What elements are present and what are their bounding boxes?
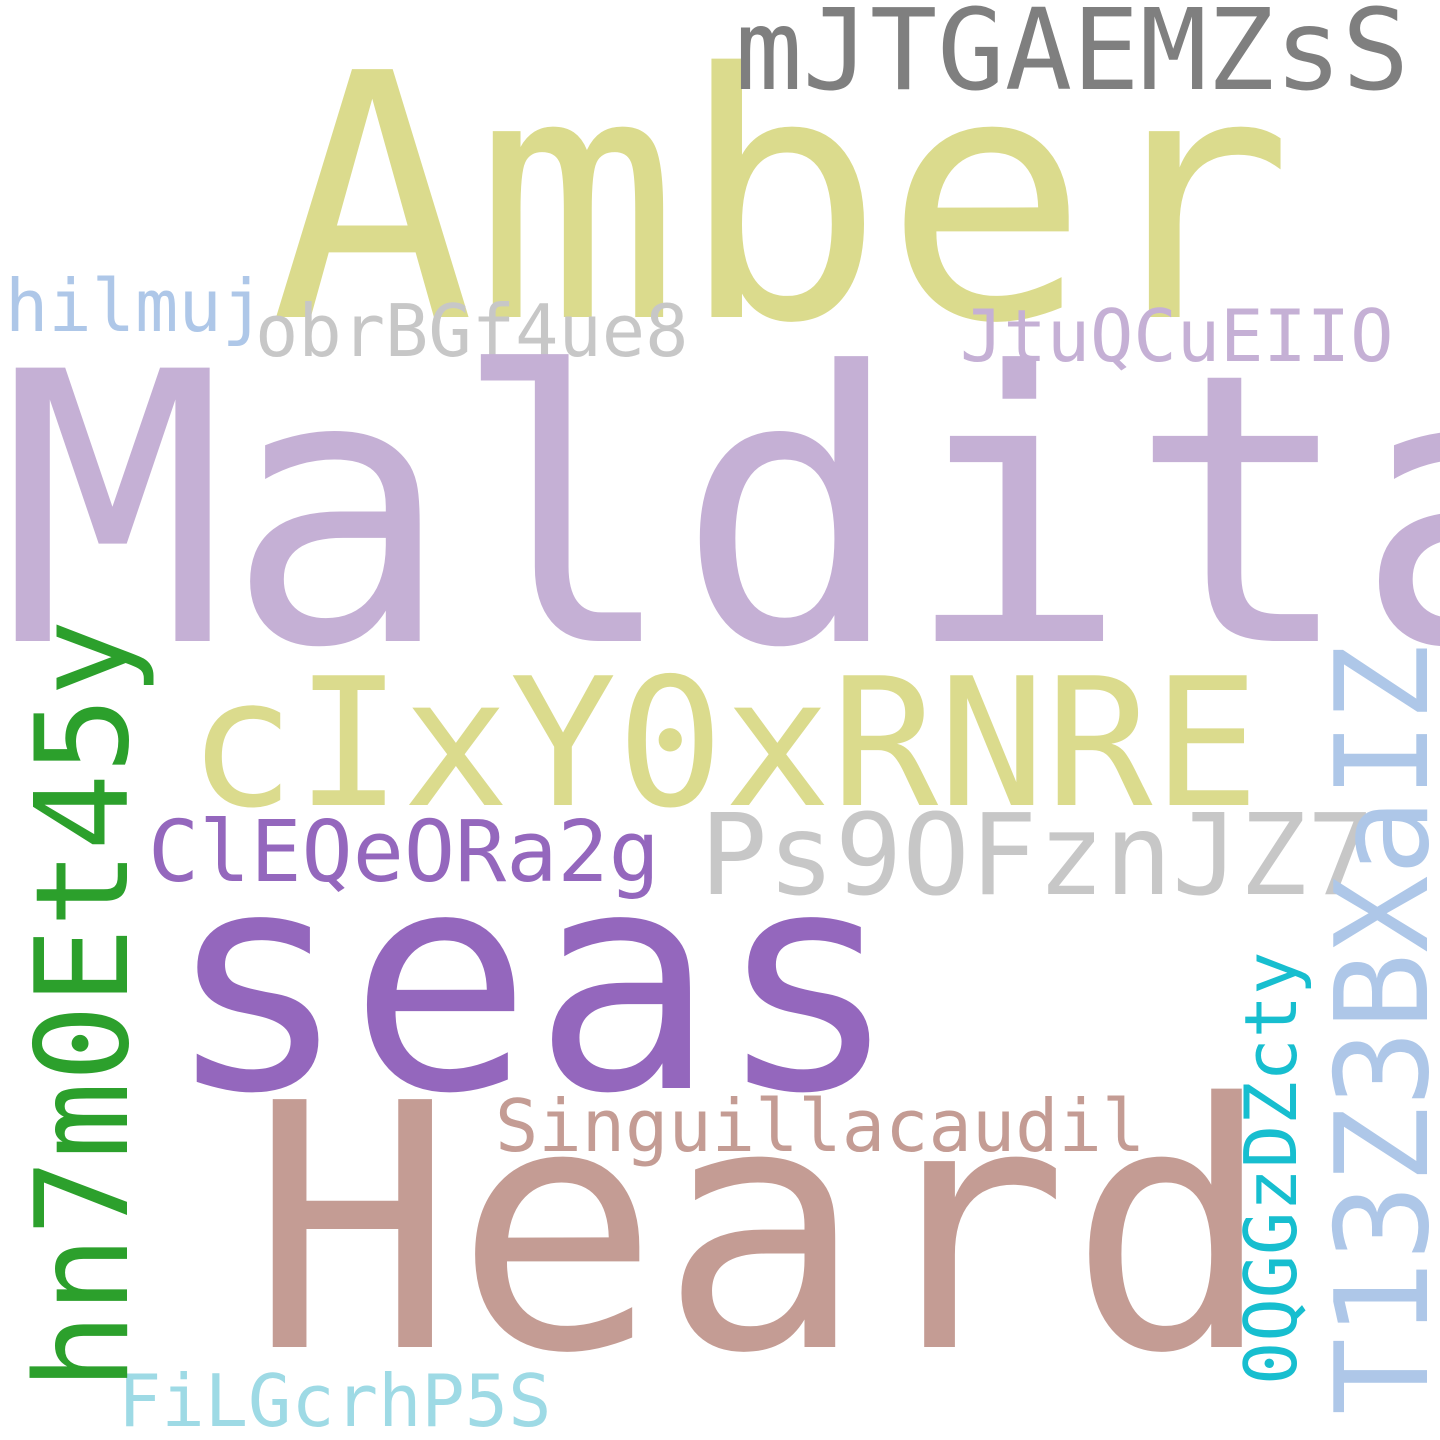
word-hilmuj: hilmuj [5,264,266,348]
word-obrbgf4ue8: obrBGf4ue8 [255,289,689,373]
word-0qggzdzcty: 0QGGzDZcty [1229,951,1313,1385]
word-jtuqcueiio: JtuQCuEIIO [960,294,1394,378]
word-seas: seas [165,805,900,1160]
word-mjtgaemzss: mJTGAEMZsS [735,0,1410,116]
word-filgcrhp5s: FiLGcrhP5S [118,1359,552,1440]
word-hn7m0et45y: hn7m0Et45y [9,619,158,1390]
word-singuillacaudil: Singuillacaudil [495,1084,1146,1168]
word-cixy0xrnre: cIxY0xRNRE [188,640,1260,847]
word-t13z3bxaiz: T13Z3BXaIZ [1309,644,1440,1415]
word-ps9ofznjz7: Ps9OFznJZ7 [700,791,1375,921]
word-amber: Amber [270,2,1294,398]
word-cleqeora2g: ClEQeORa2g [148,803,660,902]
word-heard: Heard [250,1032,1274,1428]
word-maldita: Maldita [0,294,1440,730]
